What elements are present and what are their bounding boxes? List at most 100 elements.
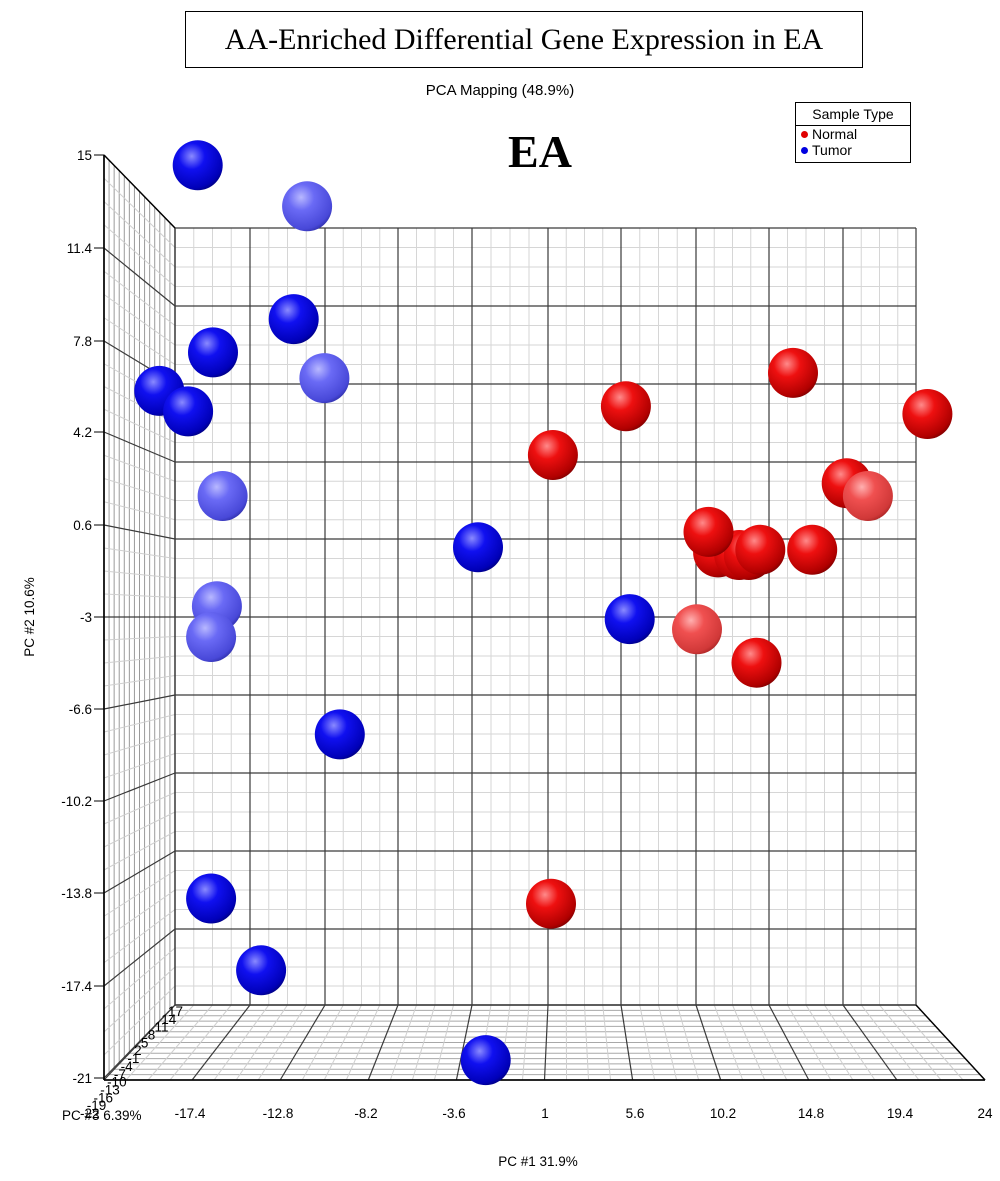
left-wall-minor-line xyxy=(103,478,176,501)
normal-sample-point xyxy=(787,524,838,575)
tumor-sample-point xyxy=(460,1035,511,1086)
legend-label-tumor: Tumor xyxy=(812,142,852,158)
y-tick-label: -13.8 xyxy=(61,886,92,901)
x-tick-label: -12.8 xyxy=(263,1106,294,1121)
y-axis-title: PC #2 10.6% xyxy=(22,577,37,657)
z-tick-label: 14 xyxy=(161,1012,177,1027)
y-tick-label: -21 xyxy=(72,1071,92,1086)
z-tick-label: -13 xyxy=(100,1082,120,1097)
left-wall-minor-line xyxy=(103,870,176,917)
normal-sample-point xyxy=(842,471,893,521)
x-axis-title: PC #1 31.9% xyxy=(498,1154,578,1169)
floor-minor-line xyxy=(169,1004,232,1081)
y-tick-label: 11.4 xyxy=(67,241,93,256)
floor-minor-line xyxy=(805,1004,854,1081)
left-wall-minor-line xyxy=(103,909,176,964)
floor-minor-line xyxy=(235,1004,288,1081)
left-wall-minor-line xyxy=(103,675,176,687)
floor-grid-line xyxy=(191,1004,251,1081)
left-wall-minor-line xyxy=(103,270,176,326)
normal-sample-point xyxy=(735,524,786,575)
z-tick-label: -4 xyxy=(121,1059,133,1074)
z-tick-label: -1 xyxy=(127,1051,139,1066)
left-wall-minor-line xyxy=(103,714,176,733)
floor-grid-line xyxy=(367,1004,399,1081)
z-tick-label: -19 xyxy=(87,1098,107,1113)
z-tick-label: 17 xyxy=(168,1004,183,1019)
x-tick-label: 5.6 xyxy=(626,1106,645,1121)
floor-minor-line xyxy=(125,1004,195,1081)
z-tick-label: -10 xyxy=(107,1075,127,1090)
left-wall-minor-line xyxy=(103,831,176,871)
z-tick-label: -7 xyxy=(114,1067,126,1082)
left-wall-minor-line xyxy=(103,547,176,559)
left-wall-minor-line xyxy=(103,454,176,482)
chart-title: AA-Enriched Differential Gene Expression… xyxy=(185,11,863,68)
left-wall-top-edge xyxy=(103,154,176,229)
left-wall-minor-line xyxy=(103,593,176,598)
tumor-sample-point xyxy=(163,386,214,437)
panel-label: EA xyxy=(508,126,572,177)
floor-minor-line xyxy=(433,1004,454,1081)
floor-grid-line xyxy=(768,1004,810,1081)
left-wall-grid-line xyxy=(103,431,176,463)
floor-grid-line xyxy=(620,1004,634,1081)
floor-grid-line xyxy=(695,1004,722,1081)
left-wall-minor-line xyxy=(103,889,176,940)
floor-minor-line xyxy=(602,1004,612,1081)
tumor-sample-point xyxy=(188,327,238,378)
floor-minor-line xyxy=(824,1004,876,1081)
normal-sample-point xyxy=(526,878,576,929)
floor-minor-line xyxy=(658,1004,678,1081)
floor-minor-line xyxy=(147,1004,213,1081)
z-tick-label: -16 xyxy=(94,1090,114,1105)
normal-sample-point xyxy=(600,381,651,432)
tumor-sample-point xyxy=(299,353,350,404)
axis-tick-labels: 1511.47.84.20.6-3-6.6-10.2-13.8-17.4-21-… xyxy=(61,148,993,1121)
floor-right-edge xyxy=(915,1004,986,1081)
floor-minor-line xyxy=(257,1004,307,1081)
floor-grid-line xyxy=(543,1004,549,1081)
z-tick-label: 5 xyxy=(141,1035,149,1050)
floor-minor-line xyxy=(639,1004,656,1081)
tumor-sample-point xyxy=(172,140,223,191)
y-tick-label: 7.8 xyxy=(73,334,92,349)
tumor-sample-point xyxy=(186,612,237,662)
left-wall-grid-line xyxy=(103,850,176,894)
z-tick-label: 2 xyxy=(134,1043,142,1058)
normal-sample-point xyxy=(683,506,734,557)
y-tick-label: 4.2 xyxy=(73,425,92,440)
left-wall-minor-line xyxy=(103,792,176,825)
x-tick-label: 24 xyxy=(977,1106,993,1121)
z-tick-label: -22 xyxy=(80,1106,100,1121)
floor-minor-line xyxy=(345,1004,381,1081)
floor-minor-line xyxy=(411,1004,436,1081)
floor-grid-line xyxy=(279,1004,326,1081)
legend: Sample Type Normal Tumor xyxy=(795,102,911,163)
left-wall-minor-line xyxy=(103,501,176,521)
floor-minor-line xyxy=(750,1004,788,1081)
x-tick-label: 14.8 xyxy=(798,1106,824,1121)
x-tick-label: -17.4 xyxy=(175,1106,206,1121)
tumor-sample-point xyxy=(197,471,248,521)
floor-grid-line xyxy=(103,1004,176,1081)
y-tick-label: -3 xyxy=(80,610,92,625)
left-wall-grid-line xyxy=(103,524,176,540)
floor-minor-line xyxy=(389,1004,417,1081)
left-wall-minor-line xyxy=(103,201,176,268)
floor-minor-line xyxy=(301,1004,344,1081)
left-wall-grid-line xyxy=(103,694,176,710)
floor-minor-line xyxy=(732,1004,766,1081)
legend-title: Sample Type xyxy=(796,103,910,126)
legend-swatch-normal xyxy=(801,130,808,138)
left-wall-grid-line xyxy=(103,247,176,307)
z-tick-label: 8 xyxy=(148,1028,156,1043)
normal-sample-point xyxy=(902,389,953,439)
floor-grid-line xyxy=(455,1004,473,1081)
left-wall-minor-line xyxy=(103,733,176,756)
tumor-sample-point xyxy=(236,945,287,996)
left-wall-minor-line xyxy=(103,655,176,664)
tumor-sample-point xyxy=(314,709,365,760)
tumor-sample-point xyxy=(604,594,655,645)
